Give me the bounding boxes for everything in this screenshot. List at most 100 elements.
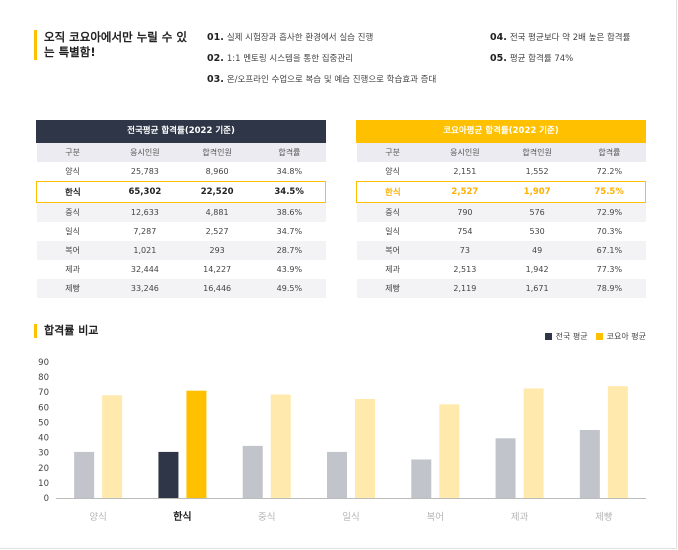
table-cell: 28.7% [253,241,326,260]
column-header: 합격률 [573,143,646,162]
table-cell: 43.9% [276,265,303,274]
feature-text: 온/오프라인 수업으로 복습 및 예습 진행으로 학습효과 증대 [226,75,437,85]
column-header: 구분 [36,143,109,162]
feature-number: 01. [207,32,224,43]
table-cell: 72.2% [596,167,623,176]
table-cell: 33,246 [108,279,181,298]
table-cell: 제빵 [36,279,109,298]
table-cell: 22,520 [181,181,254,203]
table-cell: 복어 [36,241,109,260]
table-row: 제빵 2,119 1,671 78.9% [356,279,646,298]
table-cell: 530 [529,227,545,236]
promo-title: 오직 코요아에서만 누릴 수 있는 특별함! [34,30,194,60]
column-header: 응시인원 [428,143,501,162]
table-cell: 7,287 [133,227,157,236]
feature-5: 05. 평균 합격률 74% [490,52,573,64]
table-row-highlighted: 한식 2,527 1,907 75.5% [355,181,647,203]
table-cell: 1,907 [501,181,574,203]
table-cell: 34.7% [276,227,303,236]
table-cell: 16,446 [181,279,254,298]
table-cell: 1,671 [501,279,574,298]
table-row: 제과 2,513 1,942 77.3% [357,260,646,279]
table-cell: 790 [428,202,501,222]
feature-text: 평균 합격률 74% [509,54,574,64]
table-cell: 1,552 [525,167,549,176]
table-row: 양식 25,783 8,960 34.8% [37,162,326,182]
table-cell: 38.6% [253,202,326,222]
table-caption: 코요아평균 합격률(2022 기준) [356,120,646,143]
table-cell: 65,302 [108,181,181,203]
table-cell: 73 [428,241,501,260]
table-cell: 1,942 [525,265,549,274]
table-cell: 576 [501,202,574,222]
table-cell: 양식 [385,167,400,176]
table-cell: 한식 [35,181,109,203]
table-cell: 14,227 [203,265,232,274]
table-cell: 293 [181,241,254,260]
table-cell: 754 [457,227,473,236]
table-cell: 한식 [355,181,429,203]
table-cell: 2,527 [205,227,229,236]
table-row: 중식 790 576 72.9% [356,202,646,222]
table-cell: 제과 [65,265,80,274]
table-cell: 34.5% [253,181,327,203]
table-cell: 제과 [385,265,400,274]
column-header: 응시인원 [108,143,181,162]
feature-number: 04. [490,32,507,43]
feature-text: 실제 시험장과 흡사한 환경에서 실습 진행 [226,33,374,43]
table-cell: 중식 [356,202,429,222]
table-cell: 2,527 [428,181,501,203]
table-cell: 78.9% [573,279,646,298]
table-cell: 49.5% [253,279,326,298]
table-row: 일식 7,287 2,527 34.7% [37,222,326,241]
table-cell: 2,513 [453,265,477,274]
table-cell: 75.5% [573,181,647,203]
table-cell: 중식 [36,202,109,222]
table-cell: 34.8% [276,167,303,176]
table-cell: 2,119 [428,279,501,298]
feature-2: 02. 1:1 멘토링 시스템을 통한 집중관리 [207,52,353,64]
table-cell: 32,444 [130,265,159,274]
table-row: 일식 754 530 70.3% [357,222,646,241]
table-row: 제과 32,444 14,227 43.9% [37,260,326,279]
table-row-highlighted: 한식 65,302 22,520 34.5% [35,181,327,203]
column-header: 합격인원 [501,143,574,162]
feature-3: 03. 온/오프라인 수업으로 복습 및 예습 진행으로 학습효과 증대 [207,73,436,85]
table-cell: 12,633 [108,202,181,222]
chart-title: 합격률 비교 [34,324,98,338]
column-header: 합격률 [253,143,326,162]
feature-number: 03. [207,74,224,85]
table-row: 복어 73 49 67.1% [356,241,646,260]
table-caption: 전국평균 합격률(2022 기준) [36,120,326,143]
feature-number: 02. [207,53,224,64]
table-cell: 일식 [65,227,80,236]
feature-text: 전국 평균보다 약 2배 높은 합격률 [509,33,631,43]
chart-legend: 전국 평균 코요아 평균 [544,331,646,342]
table-row: 제빵 33,246 16,446 49.5% [36,279,326,298]
table-cell: 일식 [385,227,400,236]
table-cell: 49 [501,241,574,260]
legend-label-koyoa: 코요아 평균 [606,332,646,341]
table-cell: 77.3% [596,265,623,274]
legend-swatch-koyoa [595,333,603,340]
table-cell: 25,783 [130,167,159,176]
feature-4: 04. 전국 평균보다 약 2배 높은 합격률 [490,31,630,43]
table-cell: 72.9% [573,202,646,222]
table-row: 복어 1,021 293 28.7% [36,241,326,260]
legend-swatch-national [544,333,552,340]
legend-label-national: 전국 평균 [555,332,588,341]
table-row: 양식 2,151 1,552 72.2% [357,162,646,182]
table-cell: 복어 [356,241,429,260]
table-cell: 8,960 [205,167,229,176]
column-header: 합격인원 [181,143,254,162]
feature-number: 05. [490,53,507,64]
column-header: 구분 [356,143,429,162]
table-cell: 2,151 [453,167,477,176]
feature-1: 01. 실제 시험장과 흡사한 환경에서 실습 진행 [207,31,373,43]
table-cell: 67.1% [573,241,646,260]
table-row: 중식 12,633 4,881 38.6% [36,202,326,222]
national-pass-rate-table: 전국평균 합격률(2022 기준) 구분 응시인원 합격인원 합격률 양식 25,… [35,120,327,298]
koyoa-pass-rate-table: 코요아평균 합격률(2022 기준) 구분 응시인원 합격인원 합격률 양식 2,… [355,120,647,298]
feature-text: 1:1 멘토링 시스템을 통한 집중관리 [226,54,353,64]
